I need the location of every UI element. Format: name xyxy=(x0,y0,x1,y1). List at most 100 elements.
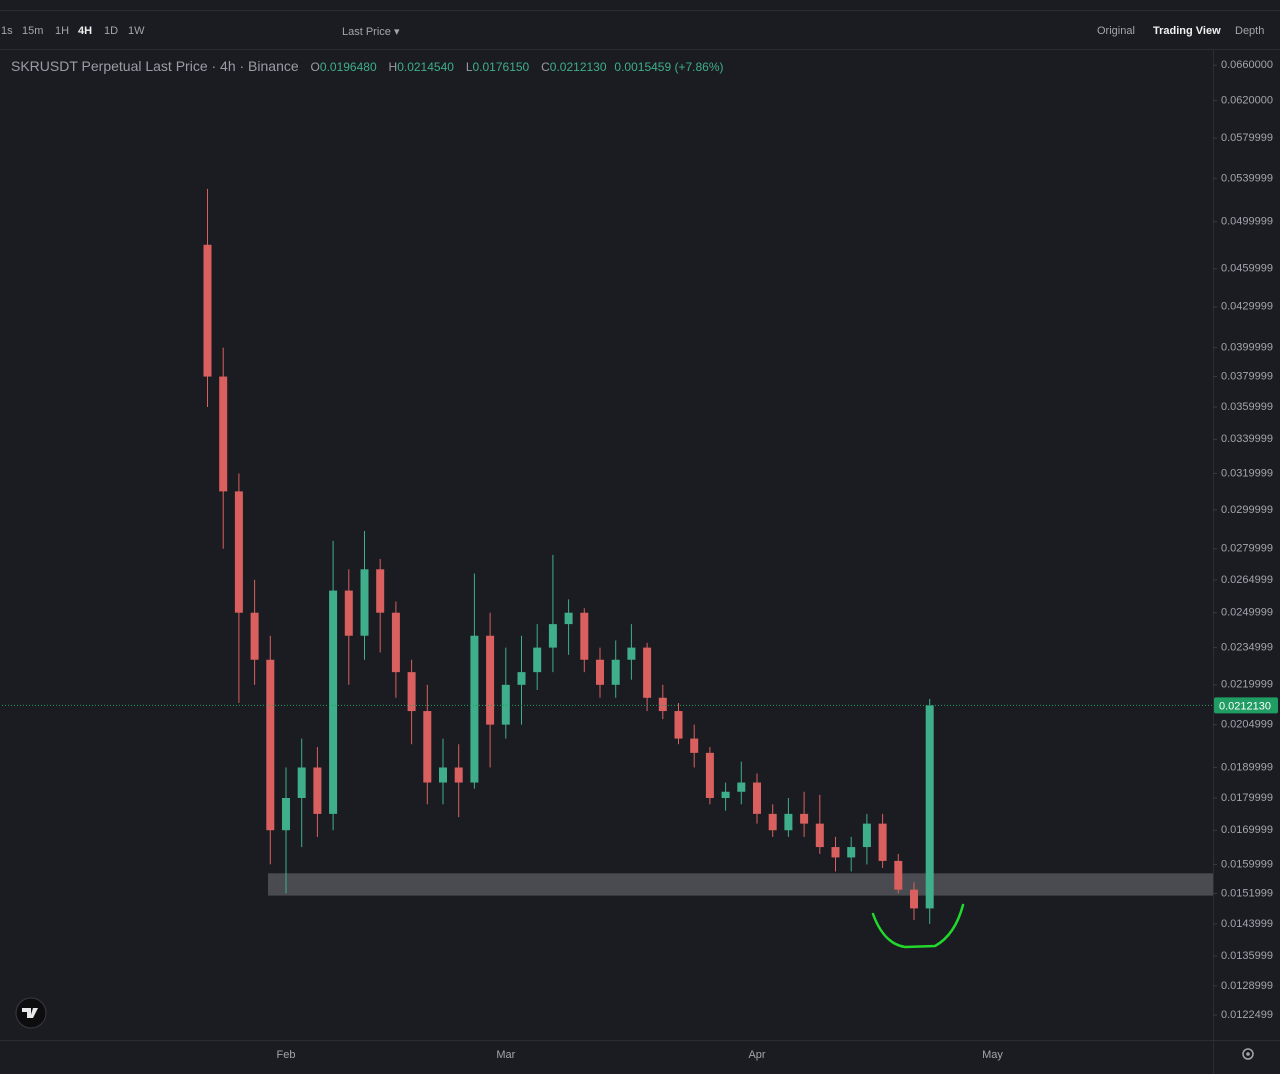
candle-body xyxy=(753,782,761,814)
candle-body xyxy=(611,659,620,685)
candle-body xyxy=(203,244,212,377)
candle-body xyxy=(376,569,385,613)
candle-body xyxy=(219,376,228,492)
candle-body xyxy=(329,590,338,814)
y-tick-label: 0.0219999 xyxy=(1221,679,1273,691)
settings-icon[interactable] xyxy=(1242,1048,1254,1060)
candle-body xyxy=(721,791,730,798)
y-tick-label: 0.0122499 xyxy=(1221,1009,1273,1021)
view-tab[interactable]: Depth xyxy=(1235,25,1265,37)
interval-button[interactable]: 1H xyxy=(55,25,70,37)
candle-body xyxy=(250,612,259,660)
y-tick-label: 0.0359999 xyxy=(1221,401,1273,413)
y-tick-label: 0.0264999 xyxy=(1221,574,1273,586)
legend-value: 0.0212130 xyxy=(549,60,607,74)
y-tick-label: 0.0179999 xyxy=(1221,792,1273,804)
y-tick-label: 0.0128999 xyxy=(1221,980,1273,992)
y-tick-label: 0.0249999 xyxy=(1221,607,1273,619)
last-price-label: 0.0212130 xyxy=(1219,700,1271,712)
candle-body xyxy=(470,635,479,783)
legend-key: O xyxy=(310,60,320,74)
interval-button[interactable]: 1W xyxy=(128,25,145,37)
candle-body xyxy=(486,635,495,725)
y-tick-label: 0.0319999 xyxy=(1221,467,1273,479)
candle-body xyxy=(894,860,903,890)
chart-title: SKRUSDT Perpetual Last Price · 4h · Bina… xyxy=(11,58,299,74)
legend-value: 0.0196480 xyxy=(319,60,377,74)
candle-body xyxy=(643,647,652,698)
candle-body xyxy=(313,767,322,814)
x-tick-label: Mar xyxy=(496,1049,515,1061)
legend-change: 0.0015459 (+7.86%) xyxy=(614,60,724,74)
y-tick-label: 0.0499999 xyxy=(1221,216,1273,228)
y-tick-label: 0.0429999 xyxy=(1221,301,1273,313)
candle-body xyxy=(501,684,510,725)
candle-body xyxy=(910,889,918,909)
candle-body xyxy=(297,767,306,798)
candle-body xyxy=(266,659,275,831)
candle-body xyxy=(533,647,542,673)
legend-value: 0.0176150 xyxy=(472,60,530,74)
candle-body xyxy=(454,767,463,783)
candle-body xyxy=(360,569,369,636)
candle-body xyxy=(407,672,416,712)
candle-body xyxy=(517,672,526,685)
candle-body xyxy=(831,847,840,858)
logo xyxy=(15,997,47,1029)
candle-body xyxy=(800,813,809,824)
y-tick-label: 0.0169999 xyxy=(1221,824,1273,836)
candle-body xyxy=(391,612,400,673)
y-tick-label: 0.0399999 xyxy=(1221,342,1273,354)
candle-body xyxy=(282,797,290,831)
y-tick-label: 0.0234999 xyxy=(1221,642,1273,654)
candle-body xyxy=(627,647,636,660)
interval-button[interactable]: 15m xyxy=(22,25,44,37)
x-tick-label: Feb xyxy=(277,1049,296,1061)
chart-legend: SKRUSDT Perpetual Last Price · 4h · Bina… xyxy=(11,58,724,74)
candle-body xyxy=(737,782,746,792)
candle-body xyxy=(705,752,714,798)
y-tick-label: 0.0135999 xyxy=(1221,950,1273,962)
candle-body xyxy=(548,624,557,648)
y-tick-label: 0.0143999 xyxy=(1221,918,1273,930)
legend-value: 0.0214540 xyxy=(397,60,454,74)
candle-body xyxy=(658,697,667,712)
x-tick-label: May xyxy=(982,1049,1003,1061)
y-tick-label: 0.0539999 xyxy=(1221,172,1273,184)
view-tab[interactable]: Original xyxy=(1097,25,1135,37)
y-tick-label: 0.0339999 xyxy=(1221,433,1273,445)
y-tick-label: 0.0151999 xyxy=(1221,887,1273,899)
y-tick-label: 0.0379999 xyxy=(1221,370,1273,382)
candle-body xyxy=(768,813,777,831)
toolbar: 1s 15m 1H 4H 1D 1W Last Price ▾ Original Trading… xyxy=(0,10,1280,50)
y-tick-label: 0.0459999 xyxy=(1221,263,1273,275)
candle-body xyxy=(423,711,432,783)
hand-drawn-annotation xyxy=(871,903,965,949)
legend-key: C xyxy=(541,60,550,74)
candle-body xyxy=(862,823,871,848)
candle-body xyxy=(580,612,589,660)
interval-button[interactable]: 4H xyxy=(78,25,93,37)
last-price-tag xyxy=(1214,697,1278,714)
candle-body xyxy=(815,823,824,848)
support-zone xyxy=(268,873,1213,896)
view-tab[interactable]: Trading View xyxy=(1153,25,1221,37)
candle-body xyxy=(847,847,856,858)
candle-body xyxy=(925,705,934,909)
y-tick-label: 0.0620000 xyxy=(1221,94,1273,106)
candle-body xyxy=(344,590,353,636)
interval-button[interactable]: 1s xyxy=(1,25,13,37)
candle-body xyxy=(878,823,887,861)
candle-body xyxy=(234,491,243,613)
x-tick-label: Apr xyxy=(748,1049,765,1061)
interval-button[interactable]: 1D xyxy=(104,25,119,37)
y-tick-label: 0.0159999 xyxy=(1221,858,1273,870)
candle-body xyxy=(674,711,683,739)
candle-body xyxy=(690,738,699,753)
price-source-dropdown[interactable]: Last Price ▾ xyxy=(342,26,400,38)
legend-key: L xyxy=(465,60,473,74)
candle-body xyxy=(784,813,793,831)
candle-body xyxy=(439,767,447,783)
